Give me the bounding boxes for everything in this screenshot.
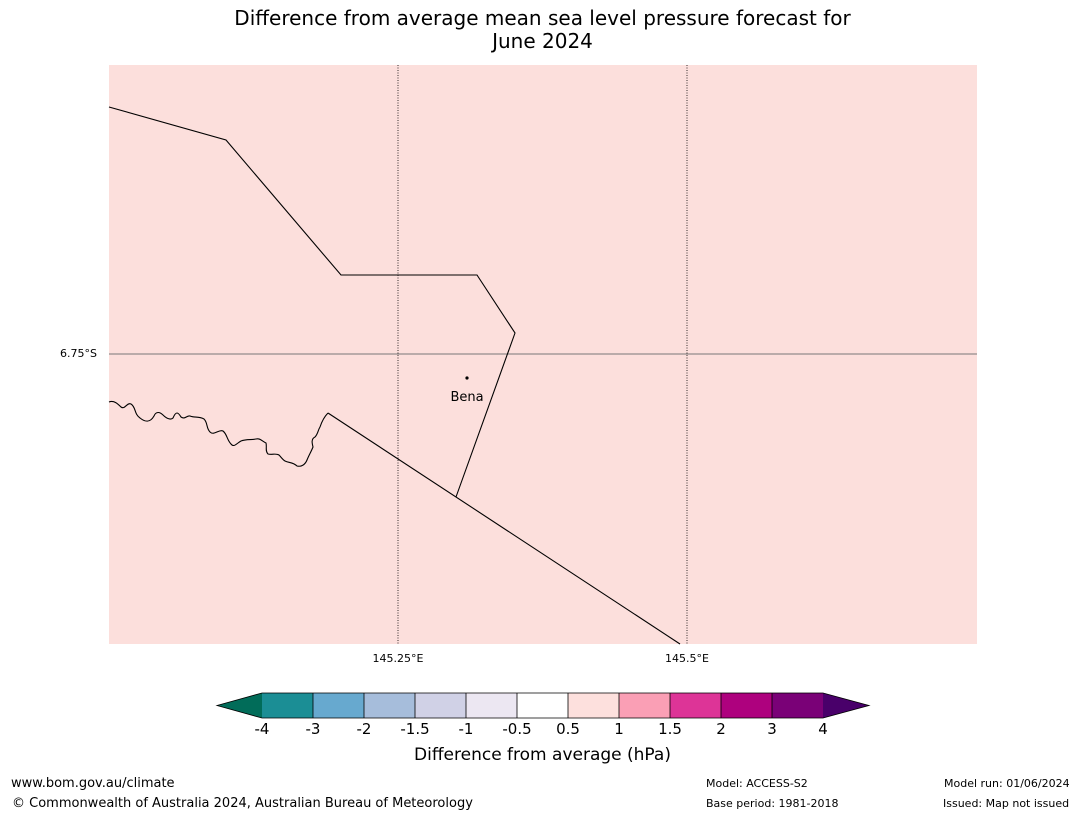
issued-text: Issued: Map not issued <box>943 797 1070 810</box>
colorbar-segment <box>262 693 313 718</box>
colorbar-segment <box>364 693 415 718</box>
colorbar-tick: 4 <box>818 720 828 738</box>
colorbar-segment <box>415 693 466 718</box>
copyright-text: © Commonwealth of Australia 2024, Austra… <box>12 796 473 811</box>
colorbar-tick-labels: -4 -3 -2 -1.5 -1 -0.5 0.5 1 1.5 2 3 4 <box>0 720 1085 740</box>
colorbar-segment <box>313 693 364 718</box>
colorbar-label: Difference from average (hPa) <box>414 745 671 765</box>
colorbar-segment <box>721 693 772 718</box>
colorbar-segment <box>772 693 823 718</box>
longitude-label-2: 145.5°E <box>665 652 709 665</box>
colorbar-tick: 2 <box>716 720 726 738</box>
model-text: Model: ACCESS-S2 <box>706 777 808 790</box>
colorbar-tick: 0.5 <box>556 720 580 738</box>
colorbar-tick: 1 <box>614 720 624 738</box>
colorbar-segment <box>466 693 517 718</box>
website-text: www.bom.gov.au/climate <box>11 776 175 791</box>
colorbar-tick: 3 <box>767 720 777 738</box>
place-label-bena: Bena <box>450 390 483 405</box>
colorbar-tick: -2 <box>356 720 372 738</box>
longitude-label-1: 145.25°E <box>372 652 424 665</box>
title-line-2: June 2024 <box>492 29 593 53</box>
colorbar-tick: -1 <box>458 720 474 738</box>
colorbar-extend-low <box>217 693 262 718</box>
title-line-1: Difference from average mean sea level p… <box>234 6 851 30</box>
colorbar-outline <box>215 692 871 719</box>
colorbar-tick: 1.5 <box>658 720 682 738</box>
colorbar <box>215 692 871 719</box>
colorbar-segment <box>670 693 721 718</box>
province-boundary-south <box>327 412 681 645</box>
river-boundary <box>108 400 329 467</box>
colorbar-tick: -3 <box>305 720 321 738</box>
colorbar-extend-high <box>823 693 869 718</box>
bena-marker-icon <box>465 376 469 380</box>
latitude-label: 6.75°S <box>60 347 97 360</box>
colorbar-tick: -0.5 <box>502 720 532 738</box>
colorbar-tick: -4 <box>254 720 270 738</box>
model-run-text: Model run: 01/06/2024 <box>944 777 1070 790</box>
colorbar-tick: -1.5 <box>400 720 430 738</box>
colorbar-segment <box>568 693 619 718</box>
map-title: Difference from average mean sea level p… <box>0 7 1085 53</box>
colorbar-segment <box>517 693 568 718</box>
base-period-text: Base period: 1981-2018 <box>706 797 839 810</box>
colorbar-segment <box>619 693 670 718</box>
province-boundary-north <box>108 106 516 498</box>
